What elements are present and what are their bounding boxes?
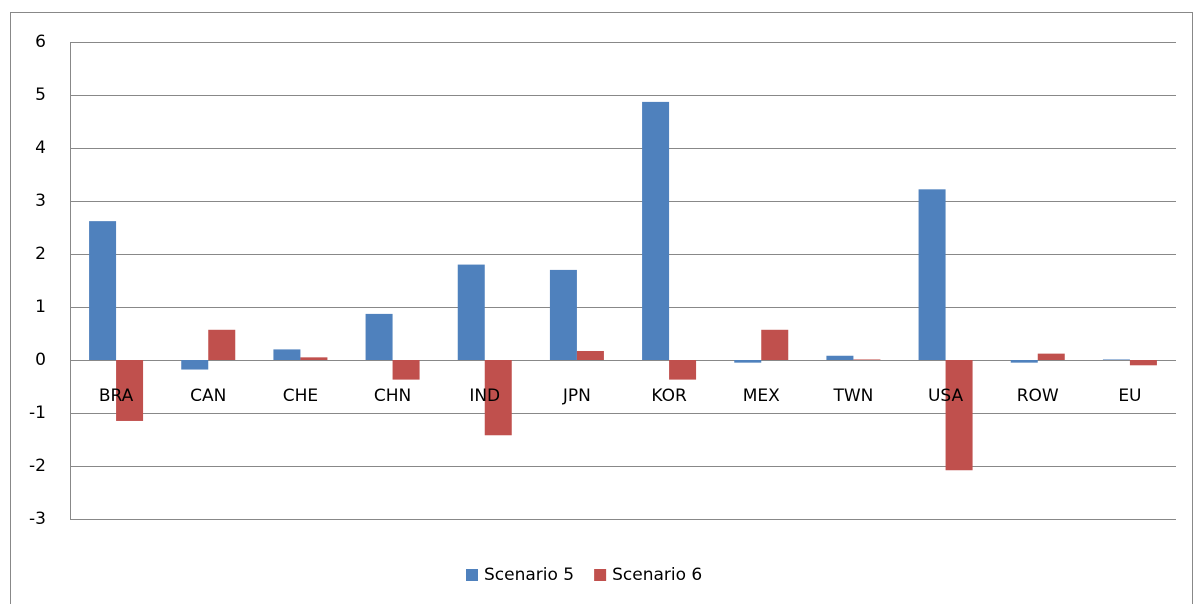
x-tick-label: ROW <box>1017 386 1059 406</box>
bar <box>273 349 301 360</box>
y-tick-label: 0 <box>35 350 46 370</box>
bar <box>918 189 946 360</box>
x-tick-label: CAN <box>190 386 226 406</box>
bar <box>1037 353 1065 360</box>
bar <box>853 359 881 360</box>
bar <box>549 269 577 360</box>
bar <box>457 264 485 360</box>
x-tick-label: KOR <box>651 386 687 406</box>
bar <box>642 101 670 360</box>
y-tick-label: 5 <box>35 85 46 105</box>
chart-frame <box>10 12 1193 608</box>
x-tick-label: IND <box>469 386 500 406</box>
legend-swatch <box>466 569 478 581</box>
x-tick-label: CHE <box>283 386 318 406</box>
y-tick-label: 2 <box>35 244 46 264</box>
bar <box>669 360 697 380</box>
y-tick-label: 3 <box>35 191 46 211</box>
bar <box>300 357 328 360</box>
x-tick-label: EU <box>1118 386 1141 406</box>
legend-swatch <box>594 569 607 581</box>
bar <box>1129 360 1157 366</box>
bar <box>1010 360 1038 363</box>
y-tick-label: -2 <box>29 456 46 476</box>
bar <box>116 360 144 421</box>
bar <box>826 355 854 360</box>
bar <box>484 360 512 436</box>
bar <box>392 360 420 380</box>
bar <box>89 221 117 360</box>
y-tick-label: -1 <box>29 403 46 423</box>
bar <box>945 360 973 471</box>
legend-label: Scenario 6 <box>612 565 702 585</box>
legend-label: Scenario 5 <box>484 565 574 585</box>
bar <box>576 350 604 360</box>
bar <box>734 360 762 363</box>
bar <box>1102 359 1130 360</box>
x-tick-label: TWN <box>832 386 873 406</box>
y-tick-label: 1 <box>35 297 46 317</box>
bar <box>208 329 236 360</box>
bar <box>761 329 789 360</box>
y-tick-label: 4 <box>35 138 46 158</box>
x-tick-label: CHN <box>374 386 411 406</box>
bar <box>365 313 393 360</box>
y-tick-label: 6 <box>35 32 46 52</box>
bar <box>181 360 209 370</box>
x-tick-label: USA <box>928 386 964 406</box>
x-tick-label: MEX <box>743 386 780 406</box>
x-tick-label: BRA <box>99 386 134 406</box>
x-tick-label: JPN <box>562 386 591 406</box>
y-tick-label: -3 <box>29 509 46 529</box>
